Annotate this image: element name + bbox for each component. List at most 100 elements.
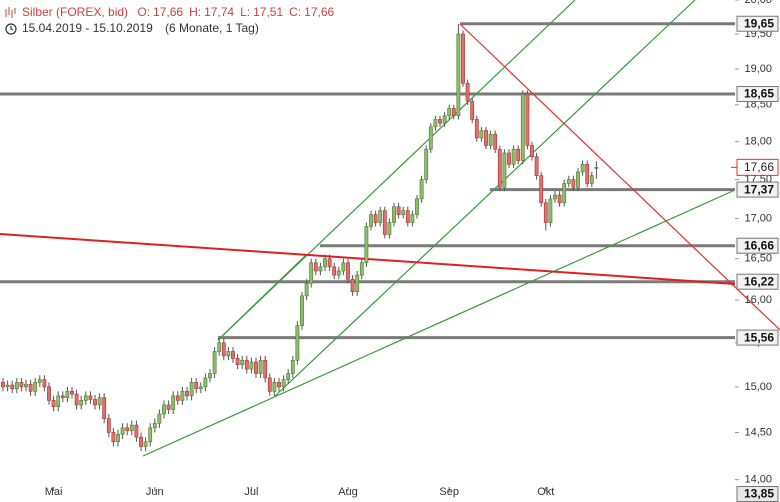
candles — [1, 23, 599, 452]
ohlc-key: L: — [240, 5, 250, 19]
ohlc-value: 17,66 — [304, 5, 334, 19]
candle-body — [42, 379, 47, 388]
candle-body — [336, 270, 341, 276]
candle-body — [484, 130, 488, 146]
candle-body — [249, 361, 254, 370]
candle-body — [56, 395, 61, 408]
candle-body — [111, 432, 116, 443]
candle-body — [456, 33, 461, 117]
candle-body — [139, 436, 143, 447]
candle-body — [589, 175, 594, 184]
candle-body — [277, 382, 281, 388]
candle-body — [474, 119, 479, 139]
chart-icon — [5, 7, 16, 18]
level-tag — [736, 181, 779, 198]
candle-body — [281, 379, 286, 388]
candle-body — [134, 424, 139, 438]
candle-body — [313, 262, 318, 272]
candle-body — [576, 171, 580, 188]
candle-body — [382, 210, 387, 235]
y-tick-label: 20,00 — [744, 0, 772, 6]
candle-body — [152, 422, 157, 429]
candle-body — [226, 351, 231, 357]
ohlc-key: C: — [289, 5, 301, 19]
x-tick-label: Jul — [244, 486, 258, 498]
candle-body — [129, 424, 134, 431]
candle-body — [470, 100, 475, 120]
candle-body — [97, 397, 102, 406]
candle-body — [594, 167, 599, 169]
candle-body — [79, 400, 84, 406]
x-tick-label: Okt — [537, 486, 554, 498]
x-tick-label: Aug — [338, 486, 358, 498]
candle-body — [106, 418, 111, 433]
candle-body — [286, 373, 291, 381]
y-tick-label: 15,00 — [744, 381, 772, 393]
clock-icon — [5, 23, 17, 35]
y-tick-label: 16,50 — [744, 253, 772, 265]
candle-body — [566, 179, 571, 184]
candle-body — [543, 202, 548, 223]
ohlc-value: 17,66 — [153, 5, 183, 19]
candle-body — [171, 395, 176, 410]
ohlc-key: O: — [137, 5, 150, 19]
candle-body — [24, 383, 28, 388]
candle-body — [479, 130, 484, 139]
y-tick-label: 19,00 — [744, 63, 772, 75]
candle-body — [369, 214, 373, 227]
candle-body — [51, 400, 56, 408]
candle-body — [244, 359, 249, 370]
candle-body — [461, 33, 465, 84]
trend-line — [274, 0, 696, 397]
y-tick-label: 14,00 — [744, 474, 772, 486]
candle-body — [447, 108, 452, 117]
ohlc-key: H: — [189, 5, 201, 19]
candle-body — [235, 358, 240, 365]
candle-body — [175, 395, 180, 401]
x-tick-label: Mai — [45, 486, 63, 498]
candle-body — [33, 382, 38, 392]
candle-body — [539, 175, 544, 204]
candle-body — [451, 108, 456, 117]
candle-body — [162, 404, 166, 415]
candle-body — [88, 395, 93, 400]
candle-body — [10, 384, 15, 389]
price-tags: 19,65 18,65 17,37 16,66 16,22 15,56 13,85 17,66 — [731, 15, 779, 502]
candle-body — [410, 214, 415, 223]
candle-body — [465, 82, 470, 102]
candle-body — [378, 210, 383, 223]
candle-body — [263, 359, 268, 379]
candle-body — [520, 93, 525, 161]
candle-body — [415, 198, 419, 215]
candle-body — [318, 266, 323, 272]
level-tag — [736, 273, 779, 290]
candle-body — [74, 393, 79, 406]
candle-body — [571, 179, 576, 188]
trend-line — [459, 23, 780, 331]
candle-body — [290, 359, 295, 374]
header-line: Silber (FOREX, bid) O: 17,66 H: 17,74 L: 17,5… — [22, 5, 335, 19]
candle-body — [180, 391, 185, 401]
candle-body — [148, 427, 153, 443]
grid: 14,0014,5015,0015,5016,0016,5017,0017,50… — [45, 0, 772, 498]
candle-body — [272, 382, 277, 392]
candle-body — [70, 391, 74, 395]
last-price-label: 17,66 — [744, 160, 774, 174]
candle-body — [231, 351, 235, 359]
candle-body — [424, 148, 429, 180]
level-tag — [736, 237, 779, 254]
candle-body — [433, 119, 438, 128]
candle-body — [557, 194, 562, 204]
period-note: (6 Monate, 1 Tag) — [165, 21, 259, 35]
candle-body — [240, 359, 245, 365]
last-price-tag — [736, 158, 779, 176]
candle-body — [438, 119, 442, 124]
candle-body — [189, 382, 194, 397]
candle-body — [125, 427, 130, 431]
candle-body — [534, 156, 539, 177]
candle-body — [157, 413, 162, 424]
trend-line — [217, 254, 307, 341]
candle-body — [93, 399, 97, 406]
candle-body — [553, 194, 557, 200]
